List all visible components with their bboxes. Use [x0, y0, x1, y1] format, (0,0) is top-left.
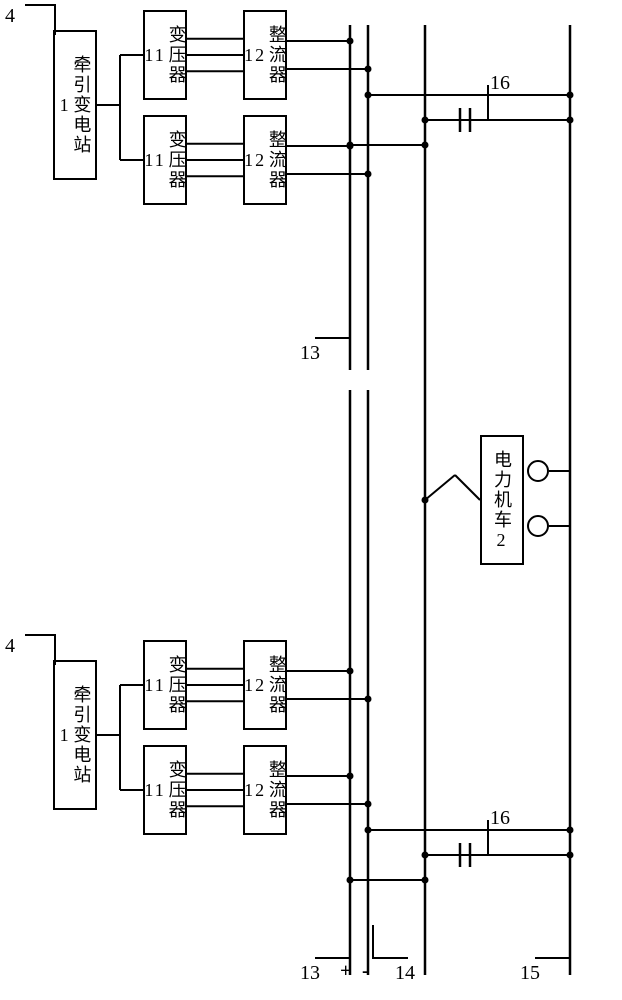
flag-grid-2: [20, 630, 60, 670]
rectifier-label: 整流器: [266, 25, 286, 85]
flag-bus-pos-num: 13: [300, 342, 320, 365]
station-num: 1: [60, 96, 71, 116]
transformer-2b: 变压器 11: [143, 745, 187, 835]
flag-bus-neg-num: 14: [395, 962, 415, 985]
flag-bus-neg: [368, 920, 413, 965]
flag-grid-1: [20, 0, 60, 40]
flag-bus-pos-num: 13: [300, 962, 320, 985]
flag-grid-num: 4: [5, 635, 15, 658]
transformer-num: 11: [144, 46, 165, 66]
transformer-1b: 变压器 11: [143, 115, 187, 205]
flag-gap-2: [450, 815, 495, 860]
transformer-num: 11: [144, 151, 165, 171]
flag-bus-pos-1: [310, 920, 355, 965]
station-label: 牵引变电站: [71, 55, 91, 155]
rectifier-label: 整流器: [266, 760, 286, 820]
rectifier-label: 整流器: [266, 655, 286, 715]
rectifier-1a: 整流器 12: [243, 10, 287, 100]
station-num: 1: [60, 726, 71, 746]
transformer-label: 变压器: [166, 760, 186, 820]
rectifier-num: 12: [244, 151, 266, 171]
traction-substation-1: 牵引变电站 1: [53, 30, 97, 180]
flag-grid-num: 4: [5, 5, 15, 28]
transformer-label: 变压器: [166, 130, 186, 190]
transformer-num: 11: [144, 676, 165, 696]
flag-gap-num: 16: [490, 72, 510, 95]
rectifier-num: 12: [244, 46, 266, 66]
rectifier-label: 整流器: [266, 130, 286, 190]
rectifier-2b: 整流器 12: [243, 745, 287, 835]
transformer-1a: 变压器 11: [143, 10, 187, 100]
transformer-num: 11: [144, 781, 165, 801]
transformer-label: 变压器: [166, 25, 186, 85]
transformer-2a: 变压器 11: [143, 640, 187, 730]
traction-substation-2: 牵引变电站 1: [53, 660, 97, 810]
locomotive-label: 电力机车: [489, 450, 515, 530]
flag-rail: [530, 920, 575, 965]
flag-bus-pos-2: [310, 300, 355, 345]
locomotive-num: 2: [497, 530, 508, 551]
station-label: 牵引变电站: [71, 685, 91, 785]
rectifier-2a: 整流器 12: [243, 640, 287, 730]
flag-rail-num: 15: [520, 962, 540, 985]
flag-gap-num: 16: [490, 807, 510, 830]
transformer-label: 变压器: [166, 655, 186, 715]
flag-gap-1: [450, 80, 495, 125]
wheel-icon: [527, 460, 549, 482]
wheel-icon: [527, 515, 549, 537]
electric-locomotive: 电力机车 2: [480, 435, 524, 565]
rectifier-num: 12: [244, 781, 266, 801]
rectifier-1b: 整流器 12: [243, 115, 287, 205]
rectifier-num: 12: [244, 676, 266, 696]
